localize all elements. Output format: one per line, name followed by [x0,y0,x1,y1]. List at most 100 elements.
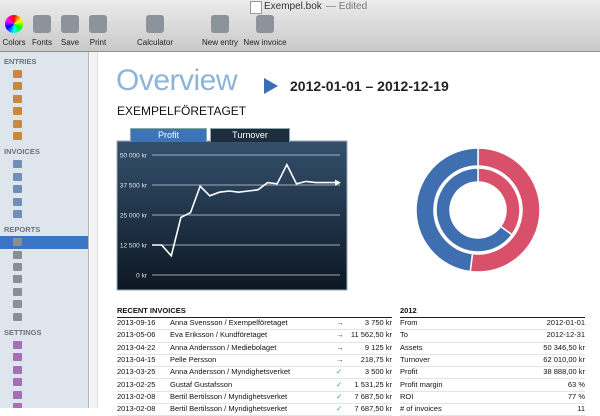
company: EXEMPELFÖRETAGET [117,104,247,118]
invoice-cell: 1 531,25 kr [354,379,392,389]
sidebar-item[interactable]: 2011 [0,196,88,208]
invoice-cell: 3 750 kr [364,318,392,327]
summary-row-bg [400,329,585,343]
invoice-row-bg [117,354,392,368]
summary-value: 2012-12-31 [546,330,585,340]
item-icon [13,402,22,408]
invoice-cell: Gustaf Gustafsson [170,379,233,389]
summary-row-bg [400,342,585,355]
invoice-cell: 2013-02-25 [117,379,156,389]
section-heading: ENTRIES [4,57,37,66]
invoice-cell: 2013-09-16 [117,318,156,327]
toolbar-label[interactable]: Calculator [136,38,173,47]
invoice-cell: 2013-04-22 [117,342,156,352]
doc-icon [250,1,262,14]
item-icon [13,312,22,321]
sidebar-item[interactable]: Förfallna [0,208,88,220]
section-heading: REPORTS [4,225,41,235]
item-icon [13,365,22,374]
toolbar-icon [89,15,107,33]
toolbar-label[interactable]: Print [89,38,107,47]
summary-value: 63 % [567,379,585,389]
sidebar-item[interactable]: New [0,68,88,80]
item-icon [13,94,22,103]
sidebar-item[interactable]: Products [0,376,88,388]
sidebar-item[interactable]: Unsent [0,158,88,170]
sidebar-item[interactable]: VAT [0,311,88,323]
summary-label: Turnover [400,354,430,364]
sidebar-item[interactable]: 2011 [0,130,88,142]
item-icon [13,300,22,309]
window-status: — Edited [326,1,368,12]
item-icon [13,209,22,218]
item-icon [13,82,22,91]
tab[interactable]: Turnover [210,128,290,142]
invoice-cell: Anna Andersson / Mediebolaget [170,342,277,352]
sidebar-item[interactable]: Profit/loss sheet [0,273,88,285]
sidebar-item[interactable]: Accounts rece... [0,286,88,298]
summary-value: 11 [577,404,585,414]
toolbar-label[interactable]: Save [60,38,80,47]
summary-label: From [400,318,418,327]
sidebar-item[interactable]: 2013 [0,171,88,183]
summary-row-bg [400,354,585,368]
toolbar-label[interactable]: Fonts [31,38,52,47]
summary-value: 38 888,00 kr [543,367,585,377]
sidebar-item[interactable]: Pending7 [0,93,88,105]
sidebar-item[interactable]: 2012 [0,183,88,195]
toolbar-icon [146,15,164,33]
summary-value: 77 % [567,391,585,401]
summary-label: Profit [400,367,418,377]
table-heading: 2012 [400,305,585,319]
summary-label: To [400,330,408,340]
sidebar-item[interactable]: Fiscal years [0,401,88,408]
item-icon [13,287,22,296]
toolbar-icon [256,15,274,33]
sidebar-item[interactable]: Overview [0,236,88,249]
invoice-cell: Pelle Persson [170,354,217,364]
invoice-row-bg [117,366,392,380]
y-tick-label: 12 500 kr [120,243,148,250]
item-icon [13,197,22,206]
invoice-row-bg [117,329,392,343]
chart-panel [116,140,348,291]
sidebar-item[interactable]: Invoicing [0,364,88,376]
item-icon [13,70,22,78]
sidebar-item[interactable]: Accounts [0,351,88,363]
invoice-row-bg [117,342,392,355]
sidebar-item[interactable]: Supplier invoices [0,80,88,92]
summary-label: # of invoices [400,404,442,414]
sidebar-item[interactable]: 2012 [0,118,88,130]
summary-value: 2012-01-01 [546,318,585,327]
invoice-cell: → [336,330,344,340]
sidebar-item[interactable]: Ledger [0,249,88,261]
item-icon [13,107,22,116]
item-icon [13,238,22,247]
invoice-cell: 218,75 kr [360,354,392,364]
toolbar-label[interactable]: New entry [201,38,238,47]
tab[interactable]: Profit [130,128,207,142]
item-icon [13,341,22,350]
sidebar-item[interactable]: 2013 [0,105,88,117]
invoice-cell: Anna Svensson / Exempelföretaget [170,318,288,327]
page-title: Overview [116,64,238,97]
toolbar-label[interactable]: New invoice [243,38,287,47]
toolbar-label[interactable]: Colors [2,38,26,47]
invoice-cell: 9 125 kr [364,342,392,352]
item-icon [13,263,22,272]
sidebar-item[interactable]: Tags [0,389,88,401]
item-icon [13,353,22,362]
invoice-cell: 2013-02-08 [117,404,156,414]
sidebar-item[interactable]: VAT-free sales [0,298,88,310]
item-icon [13,131,22,140]
sidebar-item[interactable]: Balance sheet [0,261,88,273]
sidebar-item[interactable]: Company [0,339,88,351]
invoice-row-bg [117,317,392,331]
profit-line [152,162,335,258]
summary-row-bg [400,366,585,380]
section-heading: INVOICES [4,147,40,157]
donut-segment [415,147,479,273]
summary-value: 50 346,50 kr [543,342,585,352]
y-tick-label: 25 000 kr [120,213,148,220]
